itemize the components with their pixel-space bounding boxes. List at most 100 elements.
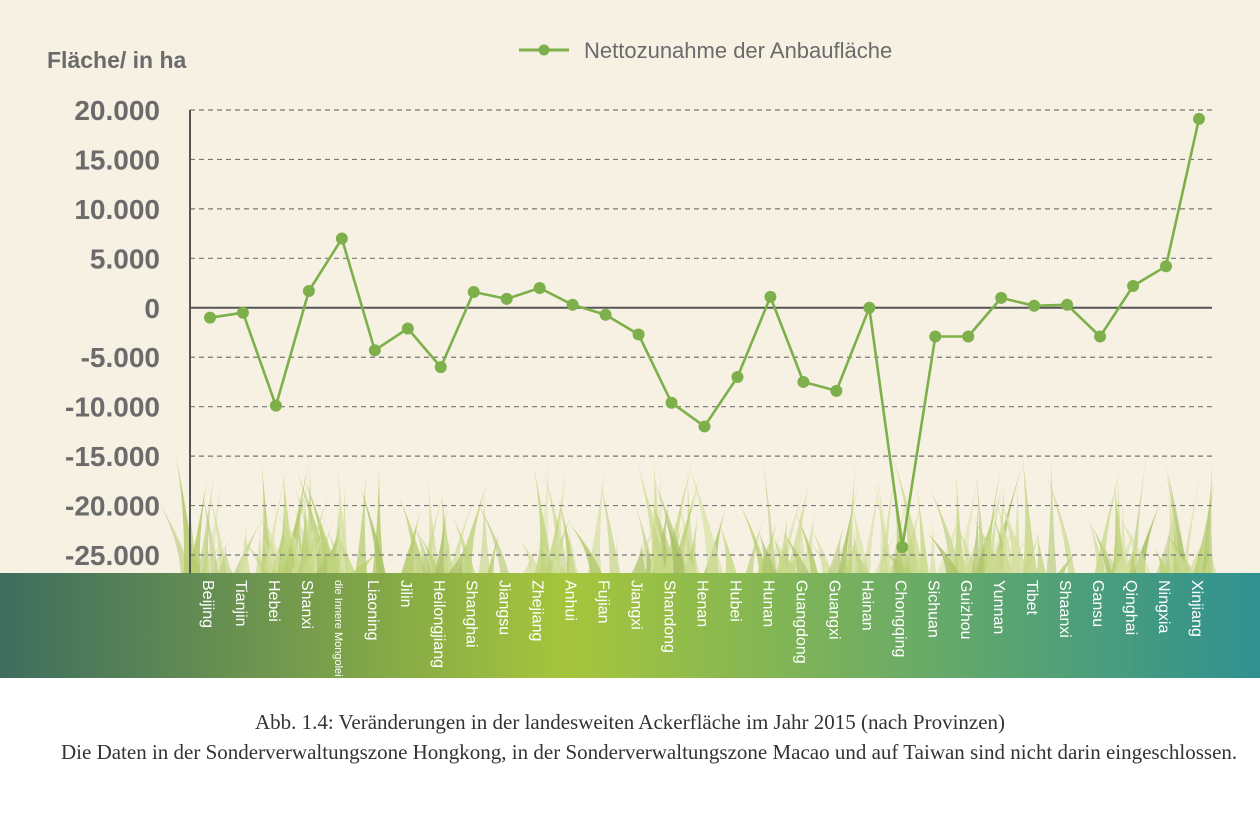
grass-blade (551, 457, 567, 573)
grass-blade (926, 531, 960, 573)
grass-blade (207, 487, 227, 573)
data-point (467, 285, 480, 298)
x-tick-label: Guangdong (792, 580, 809, 664)
grass-blade (1202, 459, 1214, 573)
figure-caption: Abb. 1.4: Veränderungen in der landeswei… (0, 678, 1260, 828)
grass-blade (1022, 454, 1037, 573)
grass-blade (953, 473, 965, 573)
grass-blade (1122, 536, 1139, 573)
grass-blade (631, 540, 648, 573)
grass-blade (877, 479, 894, 573)
grass-blade (239, 523, 250, 573)
series-line (204, 112, 1205, 554)
grass-blade (1045, 471, 1075, 573)
grass-blade (745, 516, 765, 573)
grass-blade (338, 484, 349, 573)
x-tick-label: Beijing (199, 580, 216, 628)
x-tick-label: Tianjin (232, 580, 249, 627)
grass-blade (974, 542, 993, 573)
grass-blade (771, 533, 790, 573)
grass-blade (216, 544, 233, 573)
y-tick-label: -5.000 (81, 342, 160, 373)
grass-blade (684, 472, 695, 573)
grass-blade (678, 534, 697, 573)
grass-blade (257, 505, 286, 573)
grass-blade (663, 458, 694, 573)
x-tick-label: Jiangxi (628, 580, 645, 630)
x-tick-label: Shandong (661, 580, 678, 653)
grass-blade (1036, 531, 1046, 573)
grass-blade (398, 494, 426, 573)
y-tick-label: 0 (144, 293, 160, 324)
legend-marker-swatch (538, 44, 550, 56)
grass-blade (794, 511, 818, 573)
x-tick-label: Gansu (1089, 580, 1106, 627)
grass-blade (1086, 515, 1106, 573)
grass-blade (995, 496, 1017, 573)
x-tick-labels: Beijing Tianjin Hebei Shanxi die Innere Mong… (199, 580, 1205, 677)
grass-blade (337, 465, 349, 573)
grass-blade (971, 515, 1004, 573)
data-point (698, 420, 711, 433)
grass-blade (809, 523, 833, 573)
grass-blade (1202, 545, 1217, 573)
grass-blade (417, 532, 440, 573)
grass-blade (847, 526, 864, 573)
data-point (269, 399, 282, 412)
grass-blade (478, 489, 491, 573)
grass-blade (672, 470, 703, 573)
data-point (731, 371, 744, 383)
grass-blade (296, 470, 330, 573)
data-point (830, 384, 843, 397)
grass-blade (414, 524, 433, 573)
grass-blade (261, 464, 273, 573)
x-tick-label: die Innere Mongolei (332, 580, 344, 677)
grass-blade (653, 479, 688, 573)
x-tick-label: Anhui (562, 580, 579, 621)
y-axis-label: Fläche/ in ha (47, 47, 187, 73)
grass-blade (902, 505, 920, 573)
x-tick-label: Yunnan (990, 580, 1007, 634)
legend-label: Nettozunahme der Anbaufläche (584, 38, 892, 63)
data-point (962, 330, 975, 343)
grass-blade (862, 465, 885, 573)
data-point (1061, 298, 1074, 311)
data-point (368, 344, 381, 357)
grass-blade (687, 462, 723, 573)
data-point (500, 292, 513, 305)
grass-blade (451, 514, 475, 573)
grass-blade (448, 546, 467, 573)
data-point (401, 322, 414, 335)
grass-blade (953, 541, 971, 573)
grass-blade (851, 499, 870, 573)
y-tick-label: 10.000 (74, 194, 160, 225)
data-point (863, 301, 876, 314)
data-point (929, 330, 942, 343)
x-tick-label: Hebei (265, 580, 282, 622)
grass-blade (916, 487, 929, 573)
grass-blade (302, 488, 332, 573)
chart: 20.000 15.000 10.000 5.000 0 -5.000 -10.000 -15… (0, 0, 1260, 678)
grass-blade (929, 487, 962, 573)
y-tick-label: 15.000 (74, 144, 160, 175)
grass-blade (1116, 471, 1123, 573)
x-tick-label: Guizhou (957, 580, 974, 640)
grass-blade (827, 525, 844, 573)
x-tick-label: Shanghai (463, 580, 480, 648)
grass-blade (487, 528, 501, 573)
gridlines (190, 109, 1212, 556)
x-tick-label: Tibet (1023, 580, 1040, 616)
data-point (204, 311, 216, 324)
grass-blade (951, 514, 977, 573)
x-tick-label: Jilin (397, 580, 414, 608)
grass-blade (448, 493, 477, 573)
grass-blade (518, 538, 543, 573)
grass-blade (1046, 457, 1057, 573)
grass-decoration (158, 454, 1217, 573)
grass-blade (327, 531, 344, 573)
grass-blade (758, 530, 777, 573)
grass-blade (320, 524, 340, 573)
data-point (434, 361, 447, 374)
data-point (1193, 112, 1205, 125)
x-tick-label: Hubei (726, 580, 743, 622)
